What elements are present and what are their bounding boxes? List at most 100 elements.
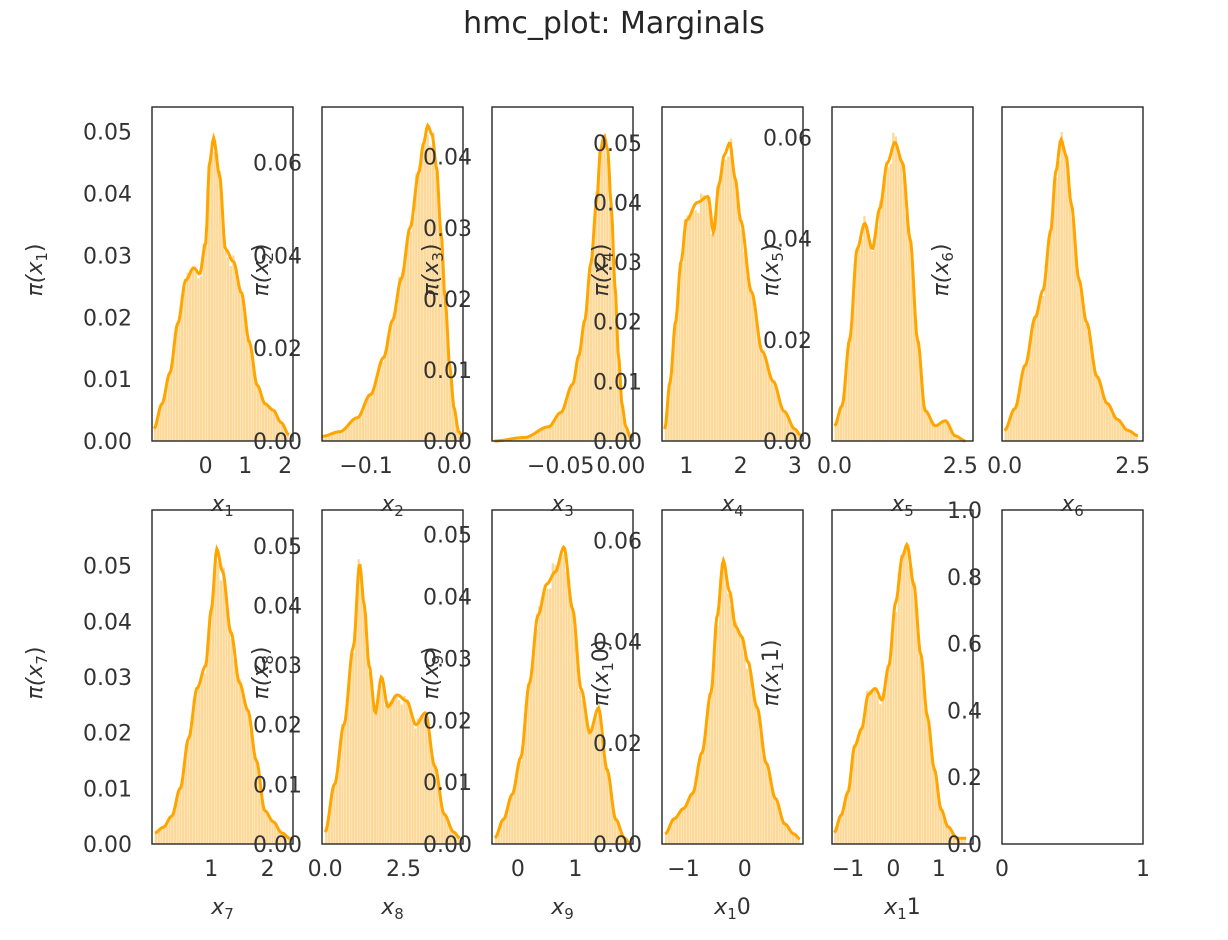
axes-frame	[321, 106, 464, 442]
hist-bar	[225, 596, 228, 844]
hist-bar	[894, 612, 898, 844]
hist-bar	[392, 319, 396, 441]
hist-bar	[437, 206, 441, 441]
hist-bar	[460, 435, 463, 441]
hist-bar	[1020, 375, 1023, 441]
hist-bar	[346, 692, 350, 844]
hist-bar	[521, 437, 525, 441]
hist-bar	[338, 431, 342, 441]
hist-bar	[614, 289, 617, 441]
hist-bar	[235, 268, 238, 441]
axes-frame	[1001, 509, 1144, 845]
hist-bar	[524, 437, 527, 441]
hist-bar	[252, 745, 255, 844]
x-axis-label: x9	[550, 895, 574, 923]
hist-bar	[168, 818, 171, 844]
x-tick-label: 0.0	[987, 454, 1022, 479]
hist-bar	[186, 272, 189, 441]
hist-bar	[746, 264, 749, 441]
hist-bar	[786, 826, 789, 844]
hist-bar	[532, 650, 536, 844]
hist-bar	[557, 414, 560, 441]
hist-bar	[767, 769, 770, 844]
hist-bar	[873, 241, 877, 441]
hist-bar	[576, 361, 579, 441]
hist-bar	[619, 395, 623, 441]
hist-bar	[923, 409, 926, 441]
x-tick-label: 0	[199, 454, 213, 479]
hist-bar	[625, 426, 628, 441]
hist-bar	[543, 427, 546, 441]
hist-bar	[379, 681, 382, 844]
hist-bar	[881, 188, 884, 441]
hist-bar	[613, 817, 617, 844]
y-tick-label: 0.4	[947, 699, 982, 724]
hist-bar	[202, 243, 205, 441]
hist-bar	[322, 436, 325, 441]
histogram-bars	[1004, 131, 1138, 442]
hist-bar	[562, 554, 565, 844]
hist-bar	[400, 704, 403, 844]
y-tick-label: 0.00	[83, 430, 132, 455]
hist-bar	[947, 424, 950, 441]
hist-bar	[1111, 412, 1114, 441]
hist-bar	[451, 402, 455, 441]
y-tick-label: 0.04	[83, 183, 132, 208]
x-tick-label: 2.5	[943, 454, 978, 479]
hist-bar	[889, 653, 893, 844]
hist-bar	[327, 434, 331, 441]
hist-bar	[689, 794, 692, 844]
hist-bar	[589, 267, 593, 441]
y-tick-label: 0.06	[593, 529, 642, 554]
hist-bar	[532, 433, 535, 441]
hist-bar	[279, 832, 282, 844]
hist-bar	[355, 417, 359, 441]
hist-bar	[248, 339, 251, 441]
hist-bar	[603, 754, 606, 844]
hist-bar	[950, 831, 953, 844]
hist-bar	[952, 835, 956, 844]
hist-bar	[702, 739, 706, 844]
hist-bar	[944, 421, 947, 441]
hist-bar	[230, 638, 234, 844]
kde-line	[323, 563, 461, 840]
hist-bar	[205, 226, 208, 441]
hist-bar	[936, 424, 939, 441]
hist-bar	[767, 372, 771, 441]
hist-bar	[162, 401, 165, 441]
hist-bar	[282, 833, 285, 844]
y-tick-label: 0.06	[253, 152, 302, 177]
hist-bar	[1097, 380, 1101, 441]
hist-bar	[1129, 431, 1133, 441]
hist-bar	[700, 756, 703, 844]
y-tick-label: 0.00	[83, 833, 132, 858]
hist-bar	[167, 376, 170, 441]
y-axis-label: π(x4)	[589, 244, 617, 297]
hist-bar	[414, 728, 417, 844]
hist-bar	[926, 412, 929, 441]
hist-bar	[670, 822, 673, 844]
hist-bar	[381, 685, 385, 844]
hist-bar	[1095, 376, 1098, 441]
hist-bar	[360, 575, 363, 844]
hist-bar	[759, 731, 762, 844]
hist-bar	[446, 328, 449, 441]
hist-bar	[367, 394, 370, 441]
hist-bar	[1049, 228, 1053, 441]
histogram-bars	[494, 554, 630, 844]
hist-bar	[554, 417, 557, 441]
kde-line	[152, 132, 290, 437]
hist-bar	[918, 653, 922, 844]
hist-bar	[902, 176, 905, 441]
hist-bar	[762, 350, 765, 441]
axes-frame	[831, 106, 974, 442]
hist-bar	[222, 567, 225, 844]
hist-bar	[527, 436, 530, 441]
histogram-bars	[665, 557, 800, 844]
hist-bar	[403, 695, 406, 844]
hist-bar	[237, 285, 241, 441]
hist-bar	[889, 163, 892, 441]
hist-bar	[454, 416, 458, 441]
hist-bar	[350, 420, 353, 441]
hist-bar	[778, 401, 782, 441]
